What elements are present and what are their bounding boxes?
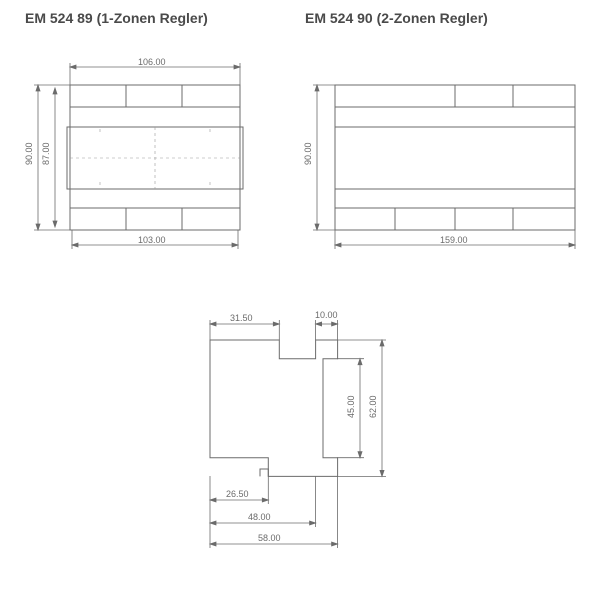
dim-b-bot-step: 26.50 xyxy=(226,489,249,499)
dim-left-h-inner: 87.00 xyxy=(41,142,51,165)
dim-b-bot-mid: 48.00 xyxy=(248,512,271,522)
dim-b-right-inner: 45.00 xyxy=(346,395,356,418)
dim-top-width: 106.00 xyxy=(138,57,166,67)
dim-b-top-step: 31.50 xyxy=(230,313,253,323)
dim-bottom-width: 103.00 xyxy=(138,235,166,245)
dim-r-bottom-width: 159.00 xyxy=(440,235,468,245)
dim-b-top-notch: 10.00 xyxy=(315,310,338,320)
dim-b-bot-total: 58.00 xyxy=(258,533,281,543)
dim-left-h-outer: 90.00 xyxy=(24,142,34,165)
dim-r-left-h: 90.00 xyxy=(303,142,313,165)
dim-b-right-outer: 62.00 xyxy=(368,395,378,418)
figure-right: 159.00 90.00 xyxy=(295,55,595,255)
title-left: EM 524 89 (1-Zonen Regler) xyxy=(25,10,208,26)
figure-left: 106.00 103.00 90.00 87.00 xyxy=(10,55,280,255)
title-right: EM 524 90 (2-Zonen Regler) xyxy=(305,10,488,26)
figure-bottom: 31.50 10.00 45.00 62.00 xyxy=(170,290,460,590)
